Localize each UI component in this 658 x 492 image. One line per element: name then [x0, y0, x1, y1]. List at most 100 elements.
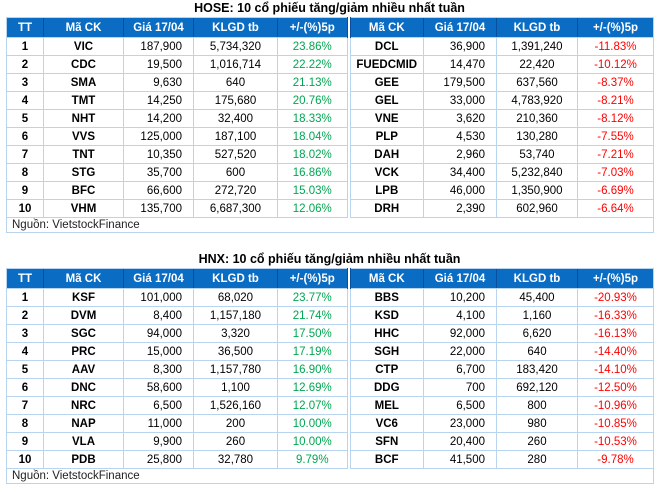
avg-volume-cell: 1,157,780: [193, 360, 278, 379]
ticker-cell: PLP: [346, 127, 424, 146]
price-cell: 6,500: [123, 396, 194, 415]
change-percent-cell: 21.13%: [277, 73, 349, 92]
price-cell: 10,200: [423, 288, 497, 307]
change-percent-cell: -6.64%: [577, 199, 654, 218]
column-header-change-percent: +/-(%)5p: [277, 17, 349, 38]
ticker-cell: SGC: [43, 324, 124, 343]
price-cell: 92,000: [423, 324, 497, 343]
table-row: 4 PRC 15,000 36,500 17.19% SGH 22,000 640 -14.40…: [6, 342, 654, 361]
rank-cell: 2: [6, 55, 44, 74]
ticker-cell: AAV: [43, 360, 124, 379]
price-cell: 125,000: [123, 127, 194, 146]
rank-cell: 9: [6, 432, 44, 451]
ticker-cell: DVM: [43, 306, 124, 325]
change-percent-cell: -14.10%: [577, 360, 654, 379]
ticker-cell: DRH: [346, 199, 424, 218]
ticker-cell: GEL: [346, 91, 424, 110]
change-percent-cell: 16.90%: [277, 360, 349, 379]
table-row: 7 NRC 6,500 1,526,160 12.07% MEL 6,500 800 -10.9…: [6, 396, 654, 415]
price-cell: 20,400: [423, 432, 497, 451]
rank-cell: 8: [6, 163, 44, 182]
rank-cell: 1: [6, 37, 44, 56]
rank-cell: 9: [6, 181, 44, 200]
ticker-cell: SFN: [346, 432, 424, 451]
avg-volume-cell: 692,120: [496, 378, 578, 397]
avg-volume-cell: 1,157,180: [193, 306, 278, 325]
ticker-cell: PDB: [43, 450, 124, 469]
table-row: 2 DVM 8,400 1,157,180 21.74% KSD 4,100 1,160 -16…: [6, 306, 654, 325]
ticker-cell: STG: [43, 163, 124, 182]
ticker-cell: VNE: [346, 109, 424, 128]
avg-volume-cell: 1,160: [496, 306, 578, 325]
change-percent-cell: -7.21%: [577, 145, 654, 164]
ticker-cell: GEE: [346, 73, 424, 92]
column-header-ticker: Mã CK: [43, 268, 124, 289]
avg-volume-cell: 980: [496, 414, 578, 433]
ticker-cell: LPB: [346, 181, 424, 200]
avg-volume-cell: 187,100: [193, 127, 278, 146]
change-percent-cell: 22.22%: [277, 55, 349, 74]
price-cell: 10,350: [123, 145, 194, 164]
price-cell: 33,000: [423, 91, 497, 110]
change-percent-cell: 18.33%: [277, 109, 349, 128]
ticker-cell: NAP: [43, 414, 124, 433]
change-percent-cell: 15.03%: [277, 181, 349, 200]
ticker-cell: TNT: [43, 145, 124, 164]
rank-cell: 6: [6, 127, 44, 146]
avg-volume-cell: 36,500: [193, 342, 278, 361]
change-percent-cell: -20.93%: [577, 288, 654, 307]
table-row: 10 PDB 25,800 32,780 9.79% BCF 41,500 280 -9.78%: [6, 450, 654, 469]
ticker-cell: NRC: [43, 396, 124, 415]
source-row: Nguồn: VietstockFinance: [6, 217, 654, 233]
table-row: 3 SGC 94,000 3,320 17.50% HHC 92,000 6,620 -16.1…: [6, 324, 654, 343]
avg-volume-cell: 260: [496, 432, 578, 451]
price-cell: 8,400: [123, 306, 194, 325]
avg-volume-cell: 3,320: [193, 324, 278, 343]
price-cell: 22,000: [423, 342, 497, 361]
avg-volume-cell: 1,350,900: [496, 181, 578, 200]
price-cell: 187,900: [123, 37, 194, 56]
avg-volume-cell: 6,620: [496, 324, 578, 343]
avg-volume-cell: 175,680: [193, 91, 278, 110]
source-row: Nguồn: VietstockFinance: [6, 468, 654, 484]
column-header-change-percent: +/-(%)5p: [277, 268, 349, 289]
avg-volume-cell: 280: [496, 450, 578, 469]
change-percent-cell: -8.37%: [577, 73, 654, 92]
rank-cell: 3: [6, 324, 44, 343]
ticker-cell: SMA: [43, 73, 124, 92]
ticker-cell: TMT: [43, 91, 124, 110]
ticker-cell: CDC: [43, 55, 124, 74]
rank-cell: 7: [6, 396, 44, 415]
ticker-cell: NHT: [43, 109, 124, 128]
change-percent-cell: -7.55%: [577, 127, 654, 146]
change-percent-cell: -10.12%: [577, 55, 654, 74]
table-title: HNX: 10 cổ phiếu tăng/giảm nhiều nhất tu…: [198, 252, 461, 266]
ticker-cell: PRC: [43, 342, 124, 361]
price-cell: 23,000: [423, 414, 497, 433]
table-row: 2 CDC 19,500 1,016,714 22.22% FUEDCMID 14,470 2…: [6, 55, 654, 74]
column-header-avg-volume: KLGD tb: [193, 268, 278, 289]
ticker-cell: SGH: [346, 342, 424, 361]
change-percent-cell: 12.69%: [277, 378, 349, 397]
change-percent-cell: -8.12%: [577, 109, 654, 128]
source-label: Nguồn: VietstockFinance: [6, 468, 654, 484]
table-row: 6 VVS 125,000 187,100 18.04% PLP 4,530 130,280-…: [6, 127, 654, 146]
change-percent-cell: 21.74%: [277, 306, 349, 325]
rank-cell: 10: [6, 199, 44, 218]
column-header-avg-volume: KLGD tb: [496, 17, 578, 38]
price-cell: 135,700: [123, 199, 194, 218]
price-cell: 700: [423, 378, 497, 397]
price-cell: 11,000: [123, 414, 194, 433]
avg-volume-cell: 183,420: [496, 360, 578, 379]
avg-volume-cell: 68,020: [193, 288, 278, 307]
column-header-ticker: Mã CK: [43, 17, 124, 38]
rank-cell: 3: [6, 73, 44, 92]
price-cell: 58,600: [123, 378, 194, 397]
column-header-change-percent: +/-(%)5p: [577, 17, 654, 38]
avg-volume-cell: 200: [193, 414, 278, 433]
price-cell: 15,000: [123, 342, 194, 361]
price-cell: 14,250: [123, 91, 194, 110]
table-row: 1 KSF 101,000 68,020 23.77% BBS 10,200 45,400 -2…: [6, 288, 654, 307]
avg-volume-cell: 640: [496, 342, 578, 361]
ticker-cell: VHM: [43, 199, 124, 218]
